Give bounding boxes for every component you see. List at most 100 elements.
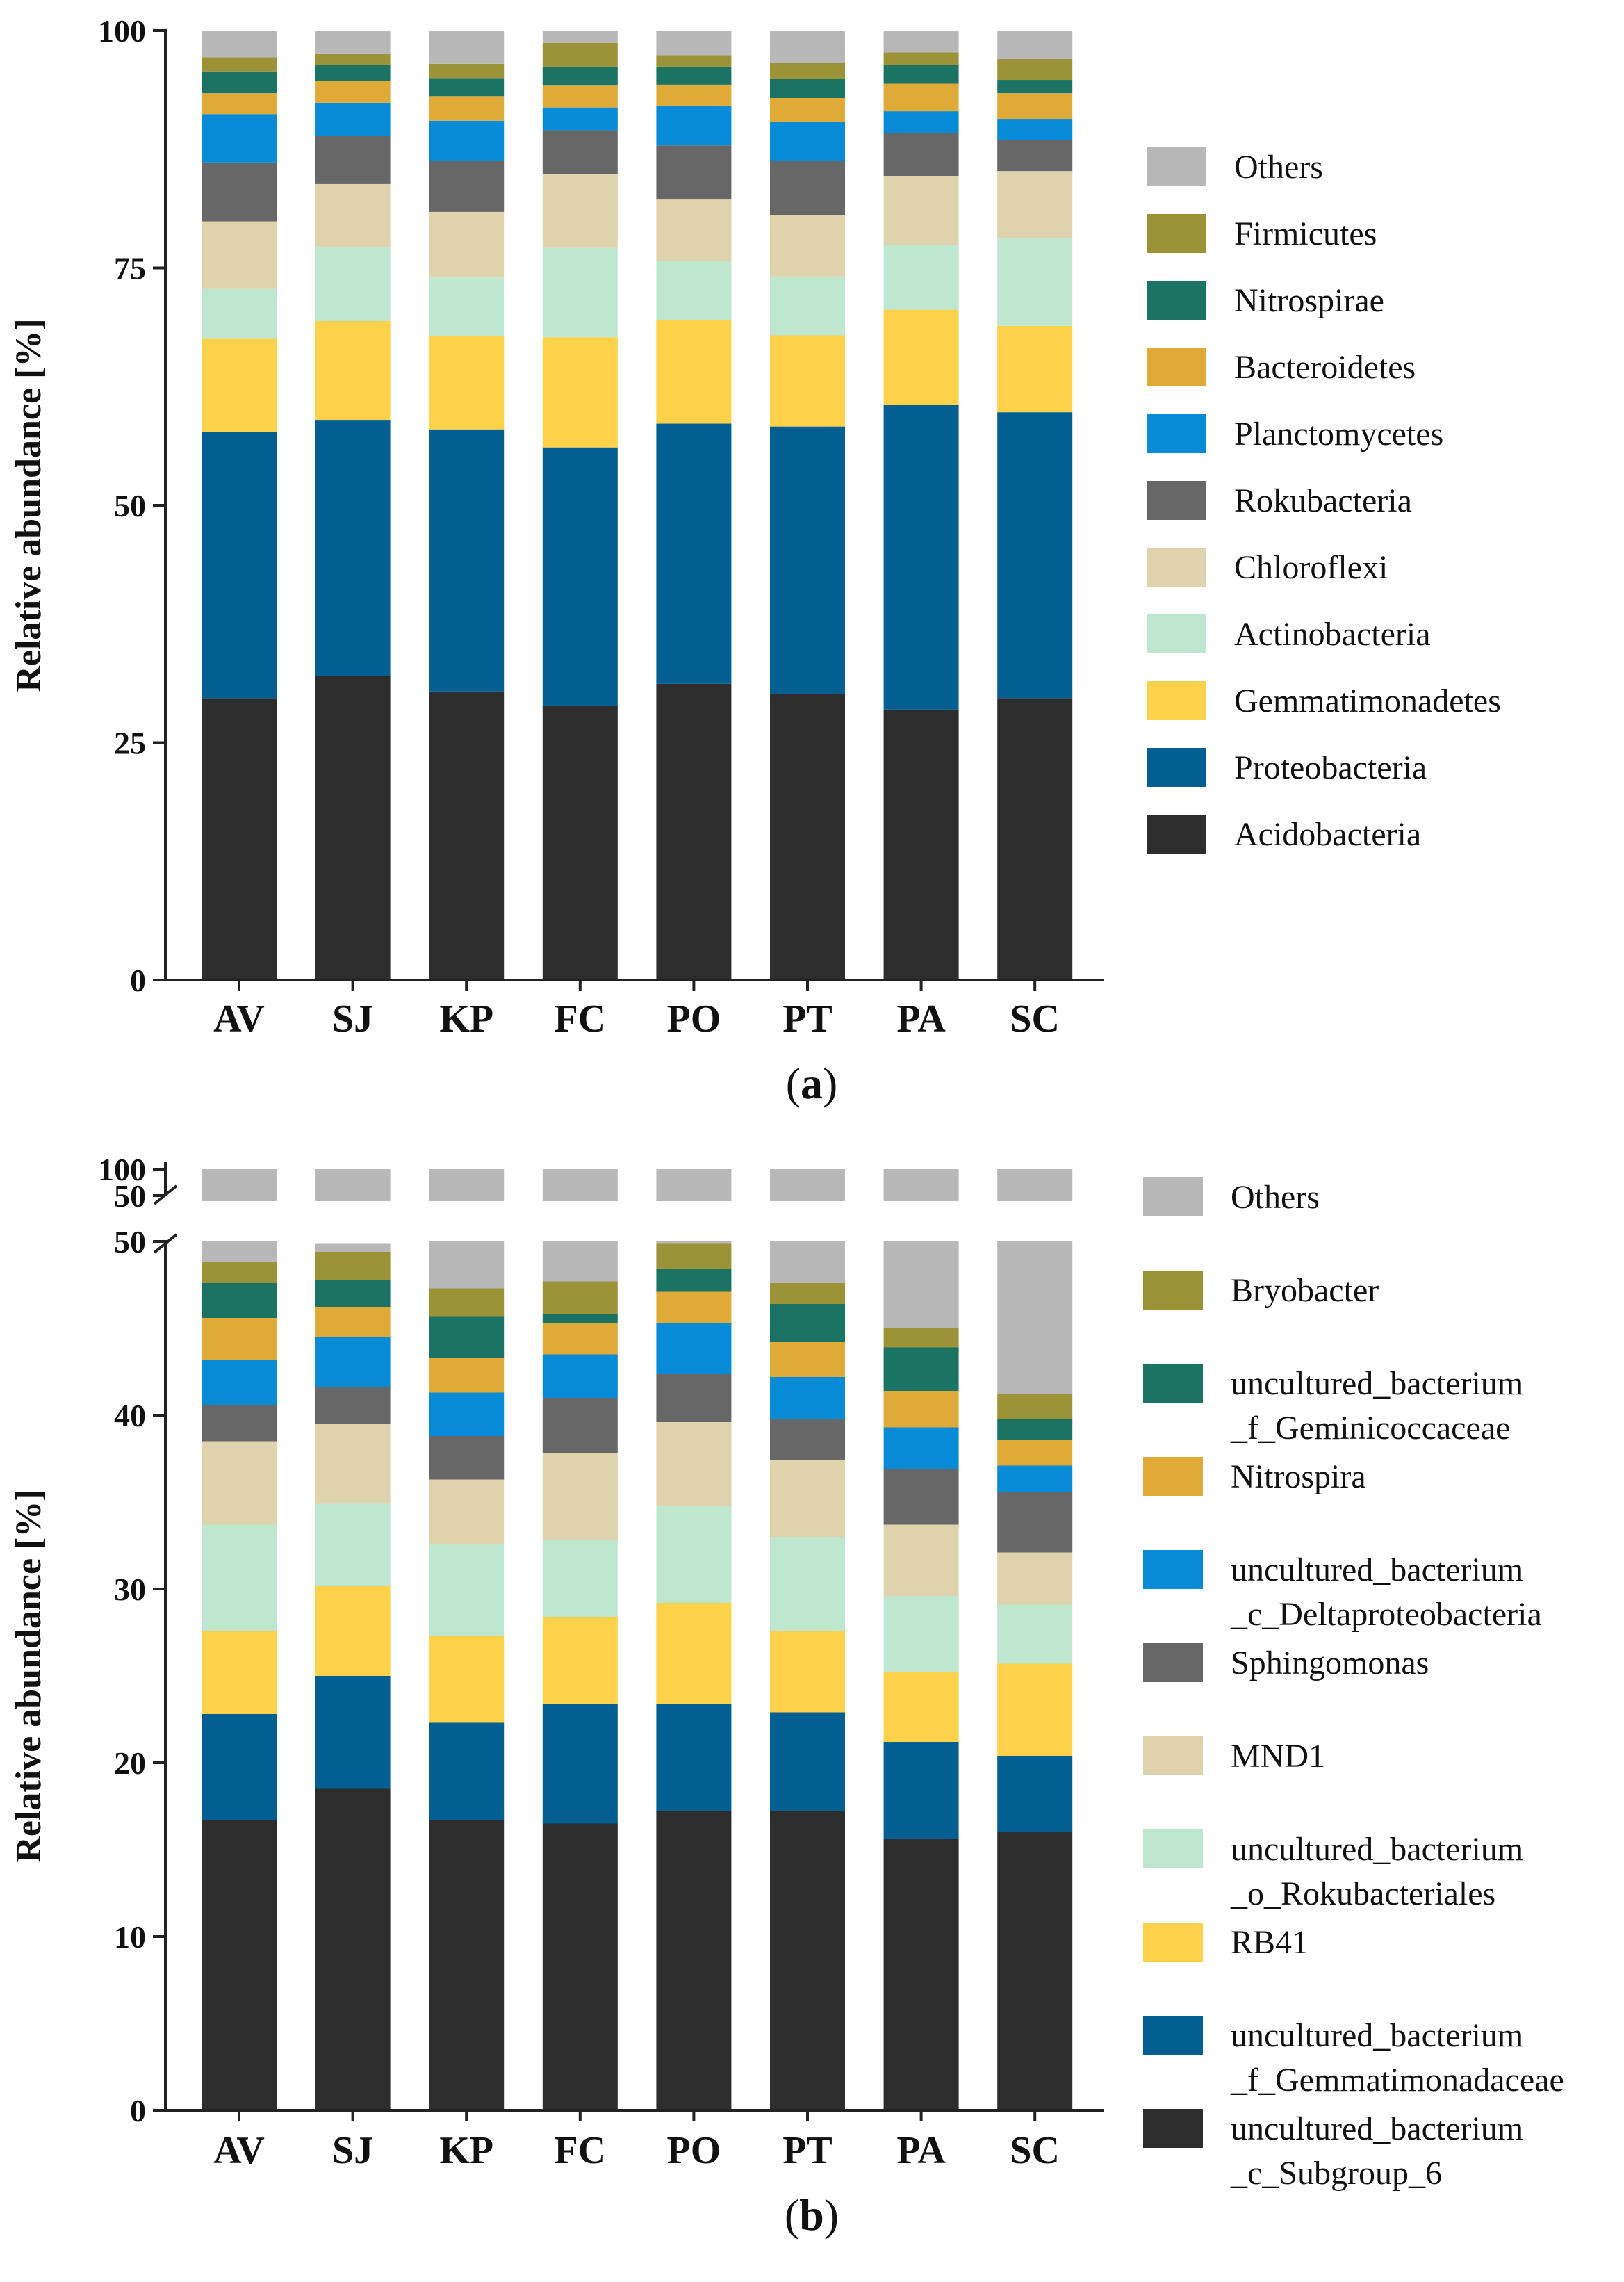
- bar-segment-sj-6: [315, 136, 391, 184]
- legend-swatch: [1143, 2016, 1203, 2055]
- bar-segment-sj-5: [315, 1424, 391, 1504]
- legend-swatch: [1143, 1177, 1203, 1216]
- bar-segment-fc-10: [542, 1281, 618, 1314]
- bar-segment-av-9: [202, 71, 277, 94]
- legend-swatch: [1143, 1829, 1203, 1868]
- bar-upper-segment-fc: [542, 1169, 618, 1201]
- legend-swatch: [1147, 548, 1206, 587]
- legend-swatch: [1143, 1457, 1203, 1496]
- bar-segment-fc-1: [542, 1823, 618, 2110]
- bar-segment-kp-5: [429, 1479, 505, 1544]
- bar-segment-po-9: [656, 66, 732, 85]
- bar-segment-sj-1: [315, 676, 391, 980]
- legend-label: uncultured_bacterium: [1231, 2017, 1523, 2054]
- legend-label: Proteobacteria: [1234, 749, 1427, 786]
- bar-segment-av-11: [202, 31, 277, 58]
- bar-segment-pt-10: [770, 1283, 845, 1304]
- bar-segment-pa-9: [883, 1347, 959, 1391]
- bar-segment-po-5: [656, 1422, 732, 1506]
- bar-segment-av-11: [202, 1241, 277, 1262]
- bar-segment-kp-1: [429, 1820, 505, 2110]
- legend-label: Others: [1234, 149, 1323, 186]
- bar-segment-pt-6: [770, 161, 845, 215]
- bar-segment-av-3: [202, 1631, 277, 1714]
- bar-segment-pt-11: [770, 31, 845, 63]
- legend-label: Sphingomonas: [1231, 1645, 1429, 1681]
- bar-segment-sc-4: [997, 238, 1073, 326]
- legend-item: RB41: [1143, 1923, 1309, 1962]
- legend-item: uncultured_bacterium _c_Deltaproteobacter…: [1143, 1550, 1542, 1633]
- legend-swatch: [1147, 281, 1206, 320]
- bar-segment-kp-7: [429, 1392, 505, 1436]
- legend-swatch: [1147, 614, 1206, 653]
- bar-segment-pa-3: [883, 1672, 959, 1742]
- bar-segment-po-4: [656, 261, 732, 320]
- bar-segment-kp-4: [429, 277, 505, 336]
- bar-segment-sc-10: [997, 58, 1073, 81]
- bar-segment-pa-8: [883, 83, 959, 112]
- bar-segment-av-10: [202, 57, 277, 72]
- bar-segment-fc-7: [542, 107, 618, 131]
- bar-segment-pa-10: [883, 52, 959, 65]
- x-tick-label: PO: [667, 997, 721, 1041]
- bar-segment-av-1: [202, 1820, 277, 2110]
- bar-segment-pa-1: [883, 1839, 959, 2110]
- bar-segment-po-1: [656, 1811, 732, 2110]
- legend-label: Firmicutes: [1234, 215, 1377, 252]
- bar-segment-av-7: [202, 1360, 277, 1405]
- bar-segment-sc-2: [997, 412, 1073, 699]
- bar-segment-sj-10: [315, 53, 391, 65]
- bar-segment-pa-11: [883, 1241, 959, 1328]
- legend-swatch: [1143, 1364, 1203, 1403]
- y-tick-label: 0: [130, 963, 146, 998]
- y-tick-label: 75: [114, 251, 146, 286]
- bar-segment-pt-9: [770, 1304, 845, 1342]
- x-tick-label: FC: [554, 997, 606, 1041]
- legend-a: Others Firmicutes Nitrospirae Bacteroidetes…: [1147, 147, 1501, 854]
- bar-segment-po-5: [656, 199, 732, 261]
- legend-label: uncultured_bacterium: [1231, 1551, 1523, 1588]
- y-axis-title: Relative abundance [%]: [9, 318, 49, 692]
- bar-segment-pa-9: [883, 65, 959, 84]
- legend-item: Nitrospira: [1143, 1457, 1366, 1496]
- x-tick-label: SJ: [332, 2129, 373, 2172]
- bar-segment-pt-7: [770, 1377, 845, 1419]
- bar-segment-sc-6: [997, 140, 1073, 172]
- bar-upper-segment-kp: [429, 1169, 505, 1201]
- bar-segment-sc-4: [997, 1604, 1073, 1664]
- bar-segment-fc-3: [542, 1617, 618, 1704]
- bar-segment-sc-5: [997, 1552, 1073, 1605]
- x-tick-label: PT: [782, 2129, 832, 2172]
- bar-segment-kp-7: [429, 120, 505, 161]
- bar-segment-sj-4: [315, 247, 391, 321]
- bar-segment-sj-2: [315, 1676, 391, 1789]
- bar-segment-sj-6: [315, 1387, 391, 1424]
- bar-segment-sj-1: [315, 1788, 391, 2110]
- bar-segment-av-1: [202, 698, 277, 980]
- bar-segment-pa-6: [883, 1469, 959, 1525]
- x-tick-label: PA: [896, 2129, 946, 2172]
- x-tick-label: AV: [213, 2129, 265, 2172]
- bar-segment-fc-9: [542, 1314, 618, 1323]
- bar-segment-po-3: [656, 1603, 732, 1704]
- legend-item: Bacteroidetes: [1147, 348, 1416, 386]
- bar-segment-po-9: [656, 1269, 732, 1292]
- bar-segment-fc-4: [542, 247, 618, 338]
- legend-item: Gemmatimonadetes: [1147, 681, 1501, 720]
- bar-upper-segment-pt: [770, 1169, 845, 1201]
- bar-segment-av-8: [202, 1318, 277, 1360]
- bar-segment-fc-3: [542, 337, 618, 448]
- legend-swatch: [1143, 1271, 1203, 1310]
- panel-letter: b: [799, 2190, 824, 2240]
- panel-b-chart: AV SJ KP FC PO PT PA SC1005001020304050Relative…: [9, 1152, 1564, 2240]
- bar-segment-fc-5: [542, 1453, 618, 1540]
- bar-segment-po-8: [656, 84, 732, 106]
- bar-segment-av-6: [202, 1405, 277, 1442]
- bar-segment-pa-6: [883, 133, 959, 176]
- legend-label: Actinobacteria: [1234, 616, 1431, 653]
- bar-segment-po-6: [656, 145, 732, 200]
- bar-segment-sc-11: [997, 1241, 1073, 1394]
- legend-label: uncultured_bacterium: [1231, 2110, 1523, 2147]
- legend-label: uncultured_bacterium: [1231, 1831, 1523, 1868]
- bar-segment-sj-4: [315, 1503, 391, 1586]
